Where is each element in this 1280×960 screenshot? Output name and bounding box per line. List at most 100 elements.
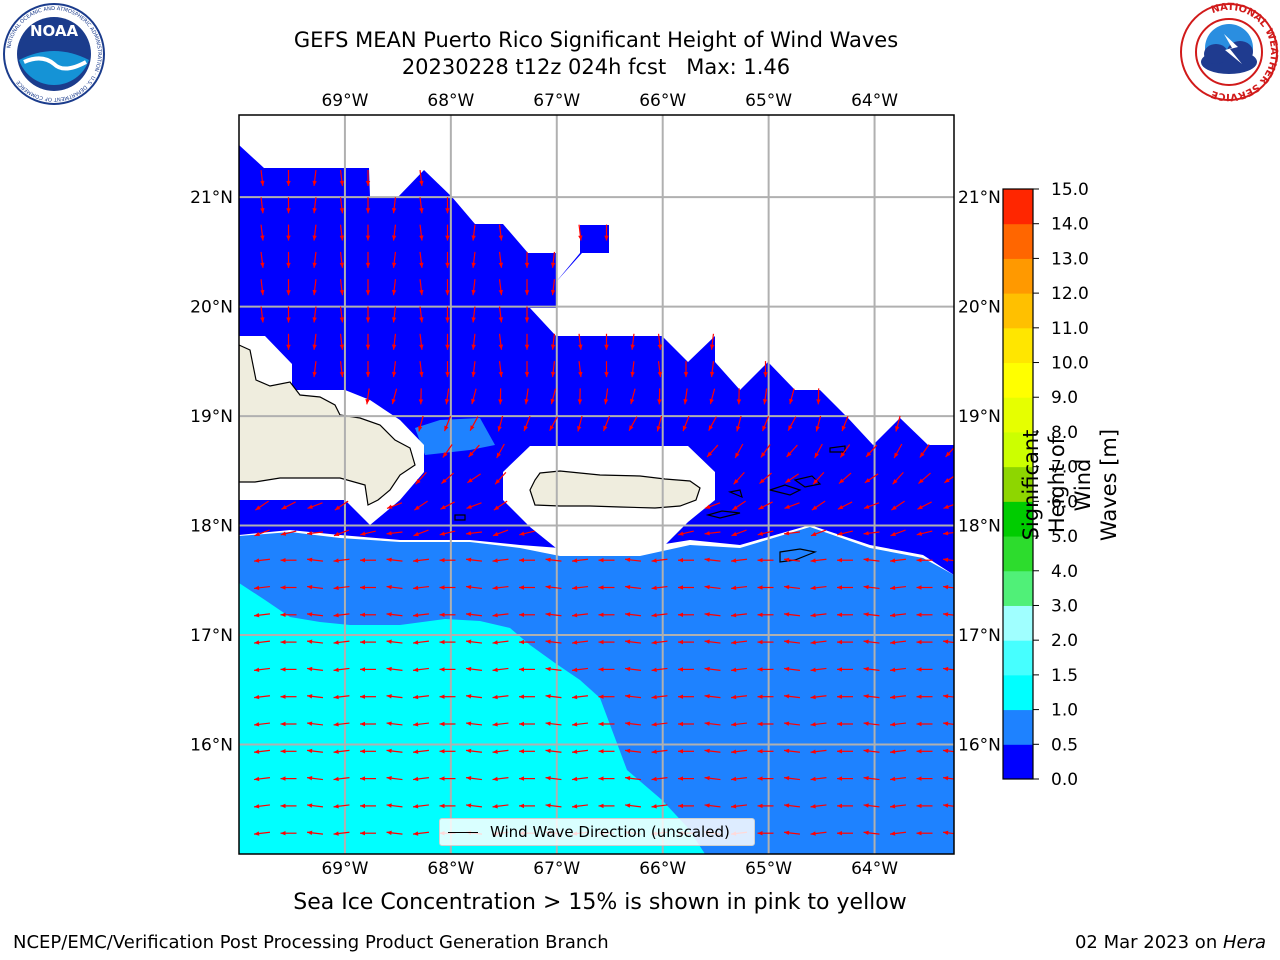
wave-direction-arrow: [598, 558, 615, 563]
wave-direction-arrow: [863, 531, 880, 536]
wave-direction-arrow: [412, 804, 430, 809]
wave-direction-arrow: [630, 333, 635, 350]
wave-direction-arrow: [757, 530, 774, 536]
colorbar-segment: [1003, 258, 1033, 294]
lat-label-right: 18°N: [958, 517, 1001, 537]
wave-direction-arrow: [651, 667, 668, 672]
wave-direction-arrow: [598, 749, 615, 754]
wave-direction-arrow: [439, 612, 456, 617]
wave-direction-arrow: [468, 444, 480, 458]
wave-direction-arrow: [814, 443, 823, 459]
wave-direction-arrow: [942, 721, 954, 726]
wave-direction-arrow: [419, 251, 424, 268]
wave-direction-arrow: [445, 361, 450, 378]
wave-direction-arrow: [624, 748, 642, 754]
wave-direction-arrow: [306, 639, 324, 644]
wave-direction-arrow: [253, 558, 271, 563]
footer-date: 02 Mar 2023 on Hera: [1075, 932, 1266, 953]
wave-direction-arrow: [657, 333, 663, 350]
wave-direction-arrow: [465, 803, 483, 808]
wave-direction-arrow: [519, 639, 535, 645]
wave-direction-arrow: [498, 224, 504, 241]
wave-direction-arrow: [391, 197, 397, 214]
wave-direction-arrow: [731, 529, 747, 537]
colorbar-tick-label: 12.0: [1051, 284, 1089, 304]
wave-direction-arrow: [571, 776, 589, 782]
wave-direction-arrow: [759, 472, 772, 484]
wave-direction-arrow: [469, 416, 479, 432]
colorbar-segment: [1003, 397, 1033, 433]
colorbar-tick-label: 6.0: [1051, 492, 1078, 512]
wave-direction-arrow: [492, 694, 509, 700]
wave-direction-arrow: [736, 388, 742, 405]
wave-direction-arrow: [360, 667, 376, 672]
wave-direction-arrow: [492, 749, 509, 754]
wave-direction-arrow: [471, 279, 476, 296]
wave-direction-arrow: [545, 666, 562, 672]
colorbar-segment: [1003, 466, 1033, 502]
wave-direction-arrow: [810, 667, 827, 672]
wave-direction-arrow: [280, 831, 297, 836]
wave-direction-arrow: [651, 776, 668, 782]
lat-label-left: 21°N: [190, 188, 233, 208]
wave-direction-arrow: [333, 640, 350, 645]
wave-direction-arrow: [441, 472, 454, 484]
colorbar-segment: [1003, 709, 1033, 745]
wave-direction-arrow: [550, 279, 556, 296]
wave-direction-arrow: [391, 306, 397, 323]
wave-direction-arrow: [333, 529, 350, 537]
wave-direction-arrow: [467, 473, 481, 484]
wave-direction-arrow: [757, 667, 774, 672]
wave-direction-arrow: [757, 558, 774, 563]
wave-direction-arrow: [280, 667, 297, 672]
wave-direction-arrow: [604, 361, 609, 378]
colorbar-tick-label: 4.0: [1051, 562, 1078, 582]
wave-direction-arrow: [709, 333, 715, 350]
wave-direction-arrow: [524, 333, 530, 350]
wave-direction-arrow: [280, 612, 297, 617]
wave-direction-arrow: [280, 639, 297, 645]
wave-direction-arrow: [916, 612, 933, 617]
map-gridlines: [239, 115, 954, 854]
wave-direction-arrow: [889, 749, 907, 754]
wave-direction-arrow: [624, 776, 642, 781]
wave-direction-arrow: [412, 776, 430, 782]
wave-direction-arrow: [253, 722, 271, 727]
wave-direction-arrow: [412, 612, 430, 618]
wave-direction-arrow: [465, 639, 483, 644]
wave-direction-arrow: [598, 667, 615, 672]
wave-direction-arrow: [254, 529, 270, 537]
wave-direction-arrow: [465, 531, 483, 536]
wave-direction-arrow: [253, 804, 271, 809]
wave-direction-arrow: [360, 721, 376, 727]
wave-direction-arrow: [365, 224, 371, 241]
wave-direction-arrow: [412, 749, 430, 754]
wave-direction-arrow: [333, 804, 350, 809]
wave-direction-arrow: [916, 803, 933, 809]
wave-direction-arrow: [545, 694, 562, 699]
colorbar-label: Significant Height of Wind Waves [m]: [1019, 428, 1121, 542]
wave-direction-arrow: [339, 251, 345, 268]
wave-direction-arrow: [678, 749, 694, 754]
wave-direction-arrow: [942, 531, 954, 536]
wave-direction-arrow: [471, 333, 476, 350]
wave-direction-arrow: [280, 585, 297, 590]
wave-direction-arrow: [339, 279, 345, 296]
wave-direction-arrow: [333, 831, 350, 836]
wave-direction-arrow: [578, 333, 583, 350]
wave-direction-arrow: [783, 666, 801, 672]
wave-direction-arrow: [365, 279, 371, 296]
wave-direction-arrow: [837, 749, 853, 754]
wave-direction-arrow: [466, 502, 482, 509]
wave-direction-arrow: [524, 251, 530, 268]
wave-direction-arrow: [942, 776, 954, 781]
wave-direction-arrow: [306, 666, 324, 672]
wave-direction-arrow: [683, 361, 689, 378]
wave-direction-arrow: [253, 640, 271, 645]
wave-direction-arrow: [709, 361, 715, 378]
map-frame: [238, 114, 955, 855]
wave-direction-arrow: [334, 500, 349, 511]
wave-direction-arrow: [312, 224, 317, 241]
wave-direction-arrow: [465, 721, 483, 726]
wave-direction-arrow: [651, 749, 668, 754]
